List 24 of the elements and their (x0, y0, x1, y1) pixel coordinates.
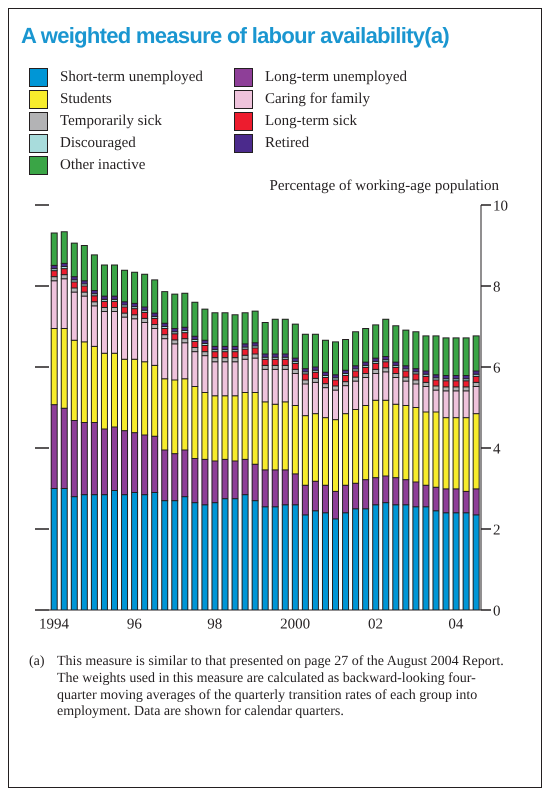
legend-label: Long-term unemployed (265, 69, 408, 86)
y-tick-label: 6 (493, 360, 501, 376)
y-tick-label: 4 (493, 441, 501, 458)
legend-label: Retired (265, 135, 310, 152)
legend-label: Discouraged (60, 135, 136, 152)
x-tick-label: 2000 (280, 616, 310, 633)
legend-label: Students (60, 91, 112, 108)
y-tick-label: 10 (493, 198, 508, 214)
x-tick-label: 96 (126, 616, 142, 633)
text: (a) This measure is similar to that presented on page 27 of the August 2004 Report. The weights used in this measure are calculated as backward-looking four-quarter moving averages of the quarterly transition rates of each group into employment. Data are shown for calendar quarters. (29, 654, 505, 722)
x-tick-label: 98 (207, 616, 222, 633)
legend-label: Caring for family (265, 91, 370, 108)
legend-label: Other inactive (60, 157, 146, 174)
legend-label: Temporarily sick (60, 113, 162, 130)
chart-title: A weighted measure of labour availability(a) (20, 22, 450, 49)
x-tick-label: 1994 (39, 616, 70, 633)
legend-label: Short-term unemployed (60, 69, 203, 86)
y-tick-label: 0 (493, 603, 500, 620)
legend-label: Long-term sick (265, 113, 358, 130)
y-tick-label: 8 (493, 279, 500, 296)
y-axis-title: Percentage of working-age population (268, 178, 500, 195)
x-tick-label: 02 (368, 616, 384, 633)
x-tick-label: 04 (448, 616, 464, 633)
y-tick-label: 2 (493, 522, 500, 538)
